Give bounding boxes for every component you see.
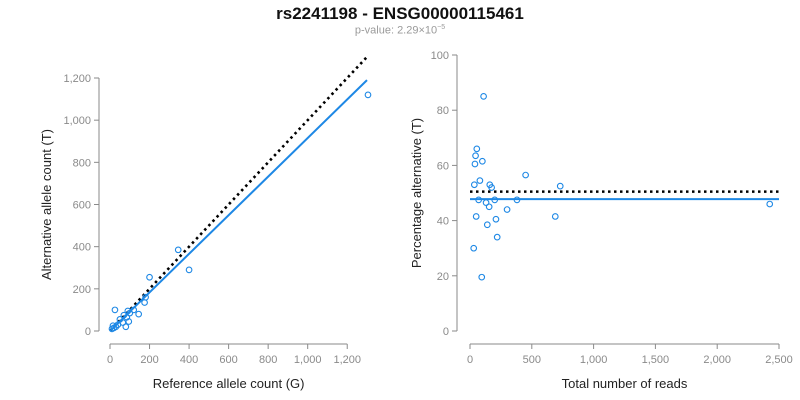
x-tick-label: 500 (523, 354, 541, 366)
y-tick-label: 0 (443, 326, 449, 338)
data-point (120, 311, 128, 319)
data-point (135, 310, 143, 318)
y-tick-label: 1,200 (63, 73, 91, 85)
data-point (478, 273, 486, 281)
y-tick-label: 400 (73, 242, 91, 254)
y-tick-label: 100 (431, 50, 449, 62)
data-point (503, 206, 511, 213)
data-point (470, 181, 478, 189)
data-point (111, 306, 119, 314)
y-tick-label: 40 (437, 216, 449, 228)
data-point (522, 171, 529, 179)
y-tick-label: 600 (73, 200, 91, 212)
x-tick-label: 400 (180, 354, 198, 366)
x-tick-label: 1,000 (580, 354, 608, 366)
chart-title: rs2241198 - ENSG00000115461 (276, 4, 524, 23)
data-point (480, 93, 487, 100)
x-tick-label: 2,500 (765, 354, 793, 366)
data-point (174, 246, 182, 254)
data-point (479, 157, 486, 165)
x-tick-label: 600 (219, 354, 237, 366)
y-tick-label: 20 (437, 271, 449, 283)
x-axis-label: Total number of reads (562, 376, 688, 391)
data-point (471, 160, 479, 168)
data-point (146, 273, 153, 281)
data-point (491, 196, 499, 204)
data-point (556, 182, 564, 190)
y-tick-label: 0 (85, 326, 91, 338)
y-tick-label: 800 (73, 157, 91, 169)
x-axis-label: Reference allele count (G) (153, 376, 305, 391)
data-point (483, 221, 491, 229)
chart-panel-2: 0 20 40 60 80 100 0 500 1,000 1,500 2,000 2,500 Tota… (409, 50, 793, 391)
data-point (124, 307, 132, 315)
y-axis-label: Alternative allele count (T) (39, 129, 54, 280)
x-tick-label: 1,000 (294, 354, 322, 366)
y-tick-label: 200 (73, 284, 91, 296)
data-point (364, 91, 372, 99)
data-point (185, 266, 193, 274)
x-tick-label: 800 (259, 354, 277, 366)
data-point (493, 233, 501, 241)
x-tick-label: 0 (467, 354, 473, 366)
reference-line (109, 56, 368, 332)
data-point (473, 145, 481, 153)
data-point (492, 215, 500, 223)
data-point (472, 213, 480, 220)
fit-line (109, 79, 368, 332)
x-tick-label: 0 (107, 354, 113, 366)
p-value-text: p-value: 2.29×10 (354, 24, 438, 37)
x-tick-label: 2,000 (703, 354, 731, 366)
x-tick-label: 1,200 (333, 354, 361, 366)
y-tick-label: 1,000 (63, 115, 91, 127)
y-axis-label: Percentage alternative (T) (409, 118, 424, 268)
data-point (141, 299, 148, 306)
data-point (485, 203, 493, 211)
data-point (766, 200, 774, 208)
data-point (476, 177, 484, 184)
chart-panel-1: 0 200 400 600 800 1,000 1,200 0 200 400 600 800 1,00… (39, 56, 372, 391)
data-point (108, 325, 116, 333)
data-point (482, 199, 490, 207)
data-point (475, 196, 483, 204)
data-point (109, 322, 117, 330)
y-tick-label: 60 (437, 160, 449, 172)
data-point (513, 196, 521, 204)
chart-subtitle: p-value: 2.29×10−5 (0, 24, 800, 37)
x-tick-label: 1,500 (642, 354, 670, 366)
p-value-exponent: −5 (437, 24, 446, 31)
data-point (486, 181, 494, 189)
data-point (551, 213, 559, 220)
y-tick-label: 80 (437, 105, 449, 117)
data-point (472, 152, 479, 160)
x-tick-label: 200 (140, 354, 158, 366)
data-point (470, 244, 478, 252)
